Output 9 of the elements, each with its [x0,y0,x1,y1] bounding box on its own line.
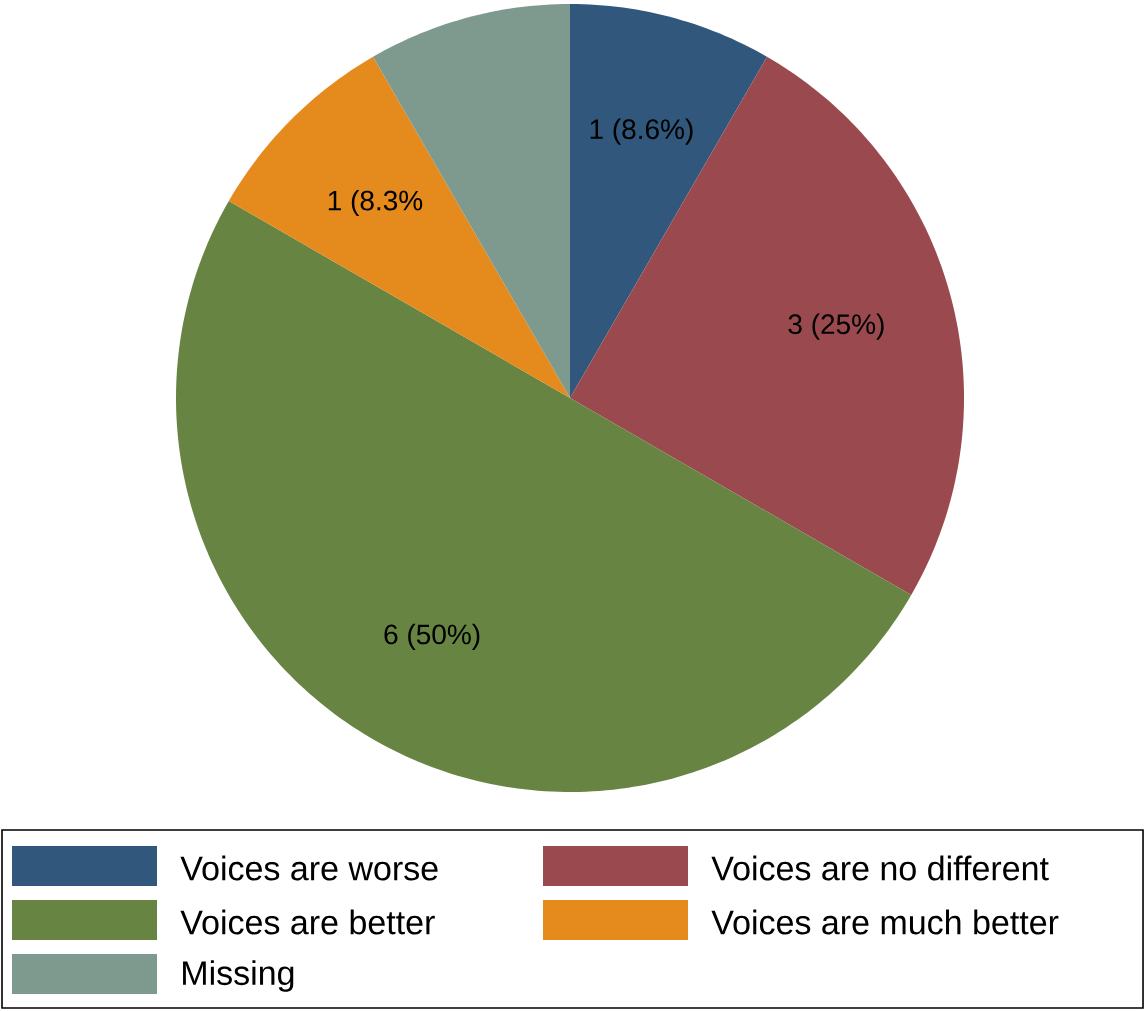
legend-label: Voices are better [180,909,435,935]
data-label: 3 (25%) [788,313,884,340]
legend-label: Voices are much better [711,909,1059,935]
legend-label: Voices are worse [180,855,438,881]
data-label: 6 (50%) [384,623,480,650]
legend-label: Voices are no different [711,855,1049,881]
data-label: 1 (8.6%) [590,118,693,145]
data-label: 1 (8.3% [328,189,423,217]
legend-label: Missing [183,960,294,992]
